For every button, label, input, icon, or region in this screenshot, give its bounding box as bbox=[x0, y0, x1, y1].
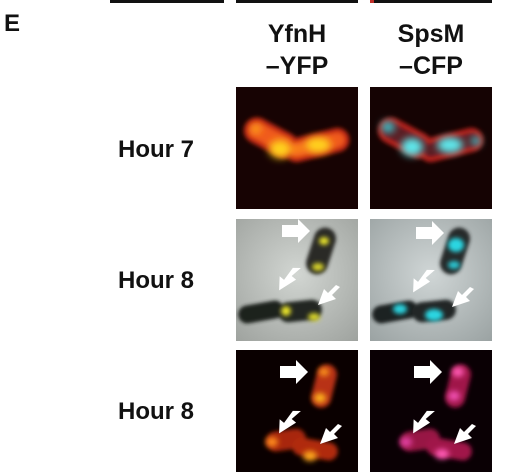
previous-panel-edge-right bbox=[370, 0, 492, 3]
micrograph-hour8-phase-cfp bbox=[370, 219, 492, 341]
panel-letter: E bbox=[4, 10, 21, 37]
row-label-hour8-fluor: Hour 8 bbox=[118, 398, 195, 425]
previous-panel-edge-left bbox=[110, 0, 224, 3]
column-header-cfp-line1: SpsM bbox=[397, 20, 465, 48]
micrograph-hour8-phase-yfp bbox=[236, 219, 358, 341]
micrograph-hour7-cfp bbox=[370, 87, 492, 209]
column-header-yfp-line1: YfnH bbox=[267, 20, 327, 48]
micrograph-hour8-fluor-cfp bbox=[370, 350, 492, 472]
previous-panel-edge-middle bbox=[236, 0, 358, 3]
row-label-hour7: Hour 7 bbox=[118, 136, 195, 163]
row-label-hour8-phase: Hour 8 bbox=[118, 267, 195, 294]
micrograph-hour8-fluor-yfp bbox=[236, 350, 358, 472]
column-header-yfp: YfnH –YFP bbox=[236, 18, 358, 82]
column-header-cfp: SpsM –CFP bbox=[370, 18, 492, 82]
column-header-cfp-line2: –CFP bbox=[399, 52, 463, 80]
column-header-yfp-line2: –YFP bbox=[265, 52, 329, 80]
micrograph-hour7-yfp bbox=[236, 87, 358, 209]
